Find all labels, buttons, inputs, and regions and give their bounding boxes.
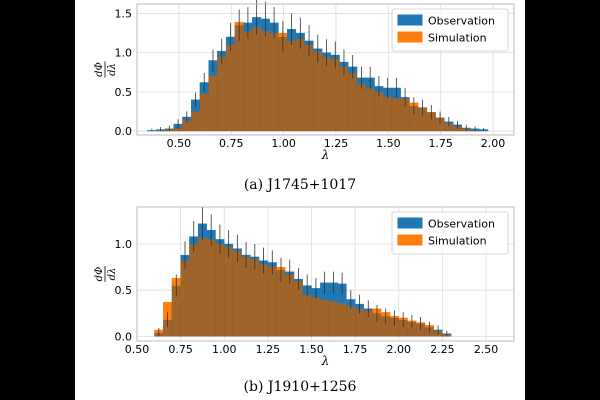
legend-swatch bbox=[397, 234, 423, 246]
y-tick-label: 0.0 bbox=[115, 330, 133, 343]
chart-a: 0.50 0.75 1.00 1.25 1.50 1.75 2.00 0.0 0.5 1.0 1.5… bbox=[94, 0, 515, 162]
overlap-bar bbox=[337, 302, 347, 337]
y-label-denominator: dλ bbox=[107, 63, 118, 76]
x-tick-label: 1.25 bbox=[324, 137, 349, 150]
overlap-bar bbox=[365, 87, 375, 132]
overlap-bar bbox=[356, 83, 366, 132]
overlap-bar bbox=[374, 91, 384, 132]
legend-swatch bbox=[397, 217, 423, 229]
overlap-bar bbox=[295, 38, 305, 132]
overlap-bar bbox=[269, 32, 279, 132]
caption-b: (b) J1910+1256 bbox=[243, 379, 357, 395]
x-tick-label: 2.00 bbox=[387, 343, 412, 356]
x-tick-label: 2.25 bbox=[430, 343, 455, 356]
x-tick-label: 0.75 bbox=[219, 137, 244, 150]
axes-frame bbox=[136, 3, 515, 136]
legend-swatch bbox=[397, 14, 423, 26]
overlap-bar bbox=[285, 274, 295, 337]
overlap-bar bbox=[339, 66, 349, 132]
overlap-bar bbox=[328, 301, 338, 337]
overlap-bar bbox=[225, 44, 235, 132]
x-tick-label: 1.50 bbox=[299, 343, 324, 356]
overlap-bar bbox=[190, 111, 201, 132]
overlap-bar bbox=[189, 243, 199, 337]
overlap-bar bbox=[250, 258, 260, 337]
x-tick-label: 1.25 bbox=[256, 343, 281, 356]
overlap-bar bbox=[197, 237, 207, 337]
legend-label: Observation bbox=[428, 15, 495, 28]
overlap-bar bbox=[304, 44, 314, 132]
overlap-bar bbox=[348, 72, 358, 132]
overlap-bar bbox=[217, 56, 227, 132]
x-tick-label: 2.00 bbox=[481, 137, 506, 150]
overlap-bar bbox=[320, 299, 330, 337]
y-tick-label: 0.5 bbox=[115, 86, 133, 99]
overlap-bar bbox=[208, 75, 218, 132]
overlap-bar bbox=[321, 56, 332, 132]
overlap-bar bbox=[346, 305, 356, 337]
y-tick-label: 0.0 bbox=[115, 125, 133, 138]
overlap-bar bbox=[241, 256, 251, 337]
x-axis-label: λ bbox=[321, 354, 330, 368]
overlap-bar bbox=[232, 251, 242, 337]
x-axis-label: λ bbox=[321, 148, 330, 162]
overlap-bar bbox=[302, 294, 312, 337]
overlap-bar bbox=[180, 260, 190, 337]
x-tick-label: 1.75 bbox=[343, 343, 368, 356]
legend-label: Simulation bbox=[428, 32, 487, 45]
x-tick-label: 1.00 bbox=[212, 343, 237, 356]
overlap-bar bbox=[313, 50, 323, 132]
y-tick-label: 1.0 bbox=[115, 47, 133, 60]
x-tick-label: 1.50 bbox=[376, 137, 401, 150]
overlap-bar bbox=[199, 93, 209, 132]
overlap-bar bbox=[287, 40, 297, 132]
y-label-numerator: dΦ bbox=[94, 62, 105, 77]
legend-label: Simulation bbox=[428, 235, 487, 248]
overlap-bar bbox=[330, 58, 340, 132]
overlap-bar bbox=[224, 246, 234, 337]
overlap-bar bbox=[234, 25, 244, 132]
x-tick-label: 1.75 bbox=[428, 137, 453, 150]
overlap-bar bbox=[215, 243, 225, 337]
legend-swatch bbox=[397, 31, 423, 43]
legend-label: Observation bbox=[428, 218, 495, 231]
figure-panel: 0.50 0.75 1.00 1.25 1.50 1.75 2.00 0.0 0.5 1.0 1.5… bbox=[75, 0, 525, 400]
y-label-denominator: dλ bbox=[107, 268, 118, 281]
overlap-bar bbox=[267, 265, 277, 337]
overlap-bar bbox=[259, 264, 269, 337]
y-tick-label: 0.5 bbox=[115, 284, 133, 297]
overlap-bar bbox=[391, 97, 401, 132]
x-tick-label: 1.00 bbox=[271, 137, 296, 150]
overlap-bar bbox=[252, 26, 262, 132]
overlap-bar bbox=[206, 239, 216, 337]
y-tick-label: 1.5 bbox=[115, 7, 133, 20]
y-axis-label: dΦ dλ bbox=[94, 61, 118, 78]
y-axis-label: dΦ dλ bbox=[94, 266, 118, 282]
x-tick-label: 0.50 bbox=[125, 343, 150, 356]
overlap-bar bbox=[311, 297, 321, 337]
x-tick-label: 2.50 bbox=[474, 343, 499, 356]
y-tick-label: 1.0 bbox=[115, 238, 133, 251]
overlap-bar bbox=[383, 96, 393, 132]
caption-a: (a) J1745+1017 bbox=[243, 177, 357, 193]
x-tick-label: 0.50 bbox=[167, 137, 192, 150]
axes-frame bbox=[136, 206, 515, 342]
overlap-bar bbox=[260, 30, 270, 132]
x-tick-label: 0.75 bbox=[168, 343, 193, 356]
chart-b: 0.50 0.75 1.00 1.25 1.50 1.75 2.00 2.25 2.50 0.0 0… bbox=[94, 206, 515, 368]
overlap-bar bbox=[243, 31, 253, 132]
y-label-numerator: dΦ bbox=[94, 267, 105, 282]
